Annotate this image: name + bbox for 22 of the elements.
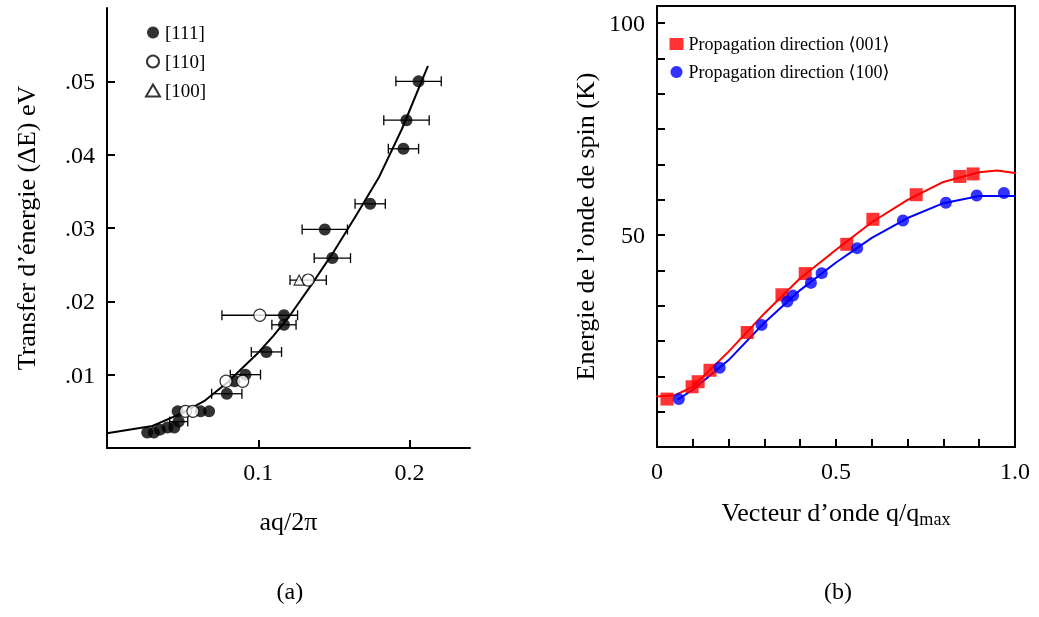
legend-label: [100]	[165, 80, 207, 101]
legend-label: Propagation direction ⟨001⟩	[688, 34, 890, 54]
legend-label: [111]	[165, 22, 205, 43]
y-axis-title: Energie de l’onde de spin (K)	[570, 72, 600, 381]
y-axis-title: Transfer d’énergie (ΔE) eV	[11, 85, 41, 371]
legend-label: [110]	[165, 51, 206, 72]
y-tick-label: .03	[65, 215, 95, 241]
x-tick-label: 0.1	[243, 459, 274, 485]
x-axis-title: aq/2π	[259, 506, 318, 536]
y-tick-label: .01	[65, 361, 95, 388]
x-tick-label: 1.0	[1000, 458, 1030, 484]
text: (a)	[276, 578, 304, 604]
y-tick-label: 50	[621, 221, 645, 248]
y-tick-label: .05	[65, 68, 95, 95]
x-tick-label: 0.5	[821, 458, 851, 484]
legend-label: Propagation direction ⟨100⟩	[688, 62, 890, 82]
y-tick-label: 100	[609, 9, 645, 36]
y-tick-label: .04	[65, 141, 95, 168]
y-tick-label: .02	[65, 288, 95, 315]
x-tick-label: 0.2	[394, 459, 425, 485]
text: (b)	[824, 578, 852, 604]
x-tick-label: 0	[651, 458, 663, 484]
